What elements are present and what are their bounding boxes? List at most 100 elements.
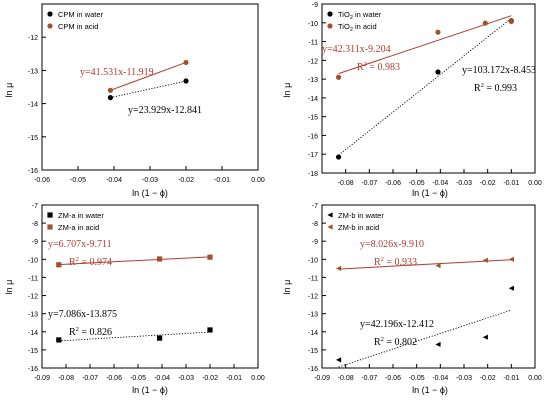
data-point bbox=[56, 337, 62, 343]
legend-marker bbox=[47, 23, 53, 29]
data-point bbox=[157, 335, 163, 341]
x-tick-label: -0.03 bbox=[142, 177, 158, 184]
data-point bbox=[335, 265, 342, 271]
y-tick-label: -12 bbox=[308, 58, 318, 65]
data-point bbox=[335, 74, 342, 80]
x-axis-label: ln (1 − ϕ) bbox=[132, 188, 168, 198]
data-point bbox=[435, 29, 441, 35]
x-tick-label: -0.03 bbox=[178, 375, 194, 382]
chart-panel-2: -0.08 -0.07 -0.06 -0.05 -0.04 -0.03 -0.02 -0.01… bbox=[282, 2, 542, 198]
legend-label: CPM in water bbox=[58, 10, 104, 19]
data-point bbox=[207, 327, 213, 333]
series-2 bbox=[107, 59, 189, 93]
series-1 bbox=[107, 78, 189, 101]
x-tick-label: -0.07 bbox=[82, 375, 98, 382]
x-tick-label: -0.01 bbox=[503, 375, 519, 382]
data-point bbox=[508, 285, 514, 291]
y-tick-label: -16 bbox=[308, 366, 318, 373]
y-tick-label: -13 bbox=[28, 312, 38, 319]
y-tick-label: -16 bbox=[28, 366, 38, 373]
y-tick-label: -15 bbox=[28, 135, 38, 142]
y-tick-label: -11 bbox=[308, 275, 318, 282]
x-tick-label: -0.07 bbox=[361, 375, 377, 382]
x-axis-label: ln (1 − ϕ) bbox=[412, 385, 448, 395]
data-point bbox=[482, 334, 488, 340]
y-tick-label: -18 bbox=[308, 171, 318, 178]
x-tick-label: 0.00 bbox=[528, 180, 542, 187]
y-tick-label: -14 bbox=[308, 330, 318, 337]
fit-line bbox=[338, 15, 512, 75]
y-tick-label: -14 bbox=[28, 330, 38, 337]
data-point bbox=[157, 256, 163, 262]
plot-frame bbox=[41, 204, 259, 369]
fit-r-squared: R2 = 0.826 bbox=[69, 326, 112, 338]
x-tick-label: -0.05 bbox=[130, 375, 146, 382]
x-tick-label: -0.02 bbox=[480, 375, 496, 382]
x-tick-label: -0.02 bbox=[178, 177, 194, 184]
x-tick-label: -0.04 bbox=[432, 375, 448, 382]
legend-label: ZM-b in water bbox=[338, 211, 384, 220]
fit-equation: y=42.196x-12.412 bbox=[360, 319, 434, 330]
fit-r-squared: R2 = 0.802 bbox=[374, 336, 417, 348]
legend-marker bbox=[47, 212, 53, 218]
legend-marker bbox=[47, 224, 53, 230]
plot-frame bbox=[321, 3, 536, 174]
series-1 bbox=[56, 327, 213, 343]
data-point bbox=[508, 18, 514, 25]
y-tick-label: -11 bbox=[308, 40, 318, 47]
x-tick-label: -0.05 bbox=[409, 375, 425, 382]
data-point bbox=[435, 69, 441, 75]
data-point bbox=[335, 357, 342, 363]
x-tick-label: -0.05 bbox=[409, 180, 425, 187]
legend-label: ZM-a in acid bbox=[58, 223, 99, 232]
x-tick-label: -0.06 bbox=[385, 375, 401, 382]
y-tick-label: -10 bbox=[308, 21, 318, 28]
data-point bbox=[183, 78, 189, 84]
legend-label: ZM-b in acid bbox=[338, 223, 379, 232]
y-tick-label: -13 bbox=[28, 68, 38, 75]
legend-marker bbox=[47, 11, 53, 17]
x-tick-label: 0.00 bbox=[528, 375, 542, 382]
y-axis-label: ln μ bbox=[282, 280, 292, 295]
y-tick-label: -12 bbox=[28, 294, 38, 301]
y-tick-label: -7 bbox=[312, 203, 318, 210]
y-axis-label: ln μ bbox=[4, 280, 14, 295]
x-tick-label: -0.05 bbox=[70, 177, 86, 184]
data-point bbox=[207, 254, 213, 260]
x-tick-label: -0.08 bbox=[58, 375, 74, 382]
y-tick-label: -16 bbox=[308, 133, 318, 140]
fit-line bbox=[58, 331, 211, 342]
x-axis-label: ln (1 − ϕ) bbox=[132, 385, 168, 395]
x-tick-label: -0.04 bbox=[432, 180, 448, 187]
x-tick-label: -0.04 bbox=[106, 177, 122, 184]
x-tick-label: -0.06 bbox=[385, 180, 401, 187]
fit-r-squared: R2 = 0.983 bbox=[357, 61, 400, 73]
fit-equation: y=23.929x-12.841 bbox=[128, 105, 202, 116]
y-tick-label: -15 bbox=[28, 348, 38, 355]
data-point bbox=[183, 59, 189, 66]
fit-line bbox=[338, 17, 512, 156]
y-tick-label: -13 bbox=[308, 312, 318, 319]
x-tick-label: -0.09 bbox=[314, 375, 330, 382]
data-point bbox=[482, 20, 488, 26]
y-axis-label: ln μ bbox=[4, 83, 14, 98]
x-axis-label: ln (1 − ϕ) bbox=[412, 188, 448, 198]
fit-equation: y=103.172x-8.453 bbox=[462, 65, 536, 76]
x-tick-label: -0.03 bbox=[456, 180, 472, 187]
x-tick-label: -0.03 bbox=[456, 375, 472, 382]
legend: ZM-b in water ZM-b in acid bbox=[327, 211, 384, 232]
x-tick-label: -0.01 bbox=[214, 177, 230, 184]
legend-label: ZM-a in water bbox=[58, 211, 104, 220]
x-tick-label: -0.06 bbox=[106, 375, 122, 382]
series-2 bbox=[335, 256, 514, 271]
chart-panel-4: -0.09 -0.08 -0.07 -0.06 -0.05 -0.04 -0.03 -0.02… bbox=[282, 203, 542, 395]
legend-label: CPM in acid bbox=[58, 22, 98, 31]
y-tick-label: -15 bbox=[308, 348, 318, 355]
data-point bbox=[435, 341, 441, 348]
legend-marker bbox=[327, 224, 333, 230]
fit-line bbox=[110, 80, 187, 99]
y-tick-label: -10 bbox=[28, 257, 38, 264]
x-tick-label: -0.01 bbox=[226, 375, 242, 382]
legend-marker bbox=[327, 212, 333, 218]
